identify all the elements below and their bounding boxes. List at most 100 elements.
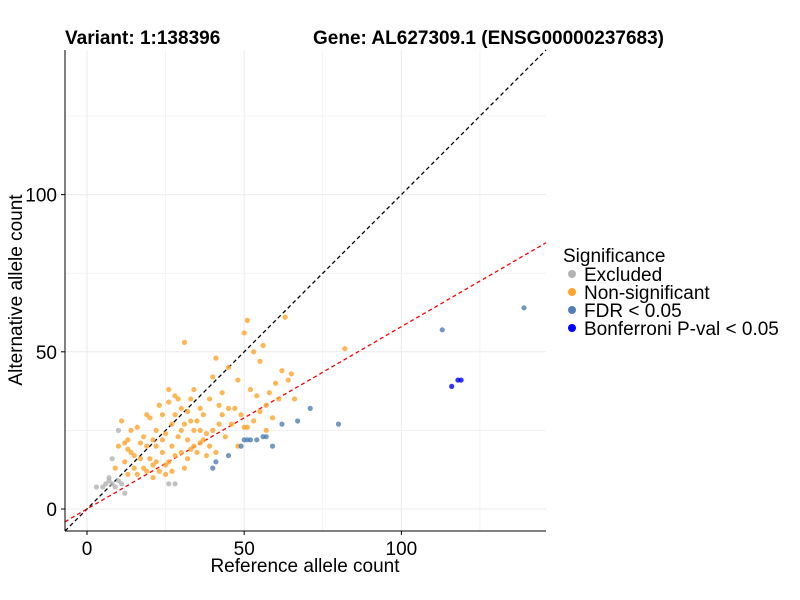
axis-ticks: 0 50 100 0 50 100 <box>25 186 417 560</box>
y-tick-label: 0 <box>46 500 57 521</box>
data-point <box>140 434 147 440</box>
data-point <box>159 437 166 443</box>
data-point <box>342 346 348 352</box>
legend-label: Bonferroni P-val < 0.05 <box>584 319 779 340</box>
data-point <box>295 418 301 424</box>
chart-title-variant: Variant: 1:138396 <box>65 28 220 49</box>
data-point <box>178 449 184 456</box>
data-point <box>200 437 206 443</box>
data-point <box>178 427 184 433</box>
data-point <box>194 418 200 424</box>
data-point <box>269 443 276 449</box>
data-point <box>172 452 178 459</box>
data-point <box>159 449 166 456</box>
data-point <box>191 386 197 393</box>
data-point <box>134 471 140 478</box>
data-point <box>521 305 527 311</box>
data-point <box>163 462 169 468</box>
data-point <box>156 402 162 408</box>
data-point <box>112 465 118 471</box>
data-point <box>260 342 266 349</box>
data-point <box>100 484 106 490</box>
data-point <box>235 377 241 383</box>
data-point <box>185 408 191 415</box>
data-point <box>125 437 131 443</box>
data-point <box>210 374 216 380</box>
data-point <box>122 440 128 446</box>
data-point <box>144 412 150 418</box>
data-point <box>153 427 159 433</box>
data-point <box>207 443 213 449</box>
data-point <box>163 430 169 437</box>
data-points <box>93 305 527 496</box>
data-point <box>197 405 203 411</box>
data-point <box>169 443 175 449</box>
data-point <box>282 314 288 320</box>
data-point <box>128 427 134 433</box>
data-point <box>257 408 263 415</box>
data-point <box>210 427 216 433</box>
data-point <box>279 368 285 374</box>
data-point <box>200 412 206 418</box>
data-point <box>153 443 159 449</box>
data-point <box>118 481 125 487</box>
data-point <box>166 386 172 393</box>
data-point <box>213 449 219 456</box>
data-point <box>188 396 194 402</box>
data-point <box>263 427 269 433</box>
data-point <box>203 430 210 437</box>
legend: Significance ExcludedNon-significantFDR … <box>563 246 779 340</box>
chart-title-gene: Gene: AL627309.1 (ENSG00000237683) <box>313 28 664 49</box>
reference-line <box>64 242 547 523</box>
legend-swatch <box>568 288 576 296</box>
data-point <box>181 421 188 427</box>
data-point <box>118 418 125 424</box>
y-tick-label: 50 <box>36 343 57 364</box>
data-point <box>194 449 200 456</box>
data-point <box>147 456 153 462</box>
x-tick-label: 0 <box>82 539 93 560</box>
data-point <box>273 380 279 386</box>
data-point <box>93 484 100 490</box>
data-point <box>247 386 254 393</box>
data-point <box>225 364 232 371</box>
data-point <box>150 474 156 481</box>
data-point <box>140 465 147 471</box>
data-point <box>291 396 298 402</box>
y-axis-title: Alternative allele count <box>6 194 27 386</box>
data-point <box>131 465 137 471</box>
legend-title: Significance <box>563 246 665 267</box>
data-point <box>125 446 131 452</box>
data-point <box>137 440 144 446</box>
data-point <box>134 424 140 430</box>
data-point <box>458 377 464 383</box>
data-point <box>213 459 219 465</box>
data-point <box>175 396 181 402</box>
data-point <box>247 437 254 443</box>
data-point <box>147 415 153 421</box>
data-point <box>159 412 166 418</box>
data-point <box>144 468 150 474</box>
data-point <box>210 465 216 471</box>
data-point <box>207 396 213 402</box>
data-point <box>279 421 285 427</box>
data-point <box>112 484 118 490</box>
data-point <box>115 427 122 433</box>
data-point <box>288 371 294 377</box>
data-point <box>128 449 134 456</box>
data-point <box>285 377 291 383</box>
x-tick-label: 100 <box>386 539 418 560</box>
data-point <box>172 393 178 399</box>
data-point <box>150 437 156 443</box>
x-axis-title: Reference allele count <box>210 556 400 577</box>
data-point <box>163 471 169 478</box>
data-point <box>254 393 260 399</box>
data-point <box>238 443 244 449</box>
data-point <box>439 327 445 333</box>
data-point <box>172 412 178 418</box>
data-point <box>169 421 175 427</box>
data-point <box>257 358 263 364</box>
data-point <box>263 434 269 440</box>
data-point <box>219 390 225 396</box>
